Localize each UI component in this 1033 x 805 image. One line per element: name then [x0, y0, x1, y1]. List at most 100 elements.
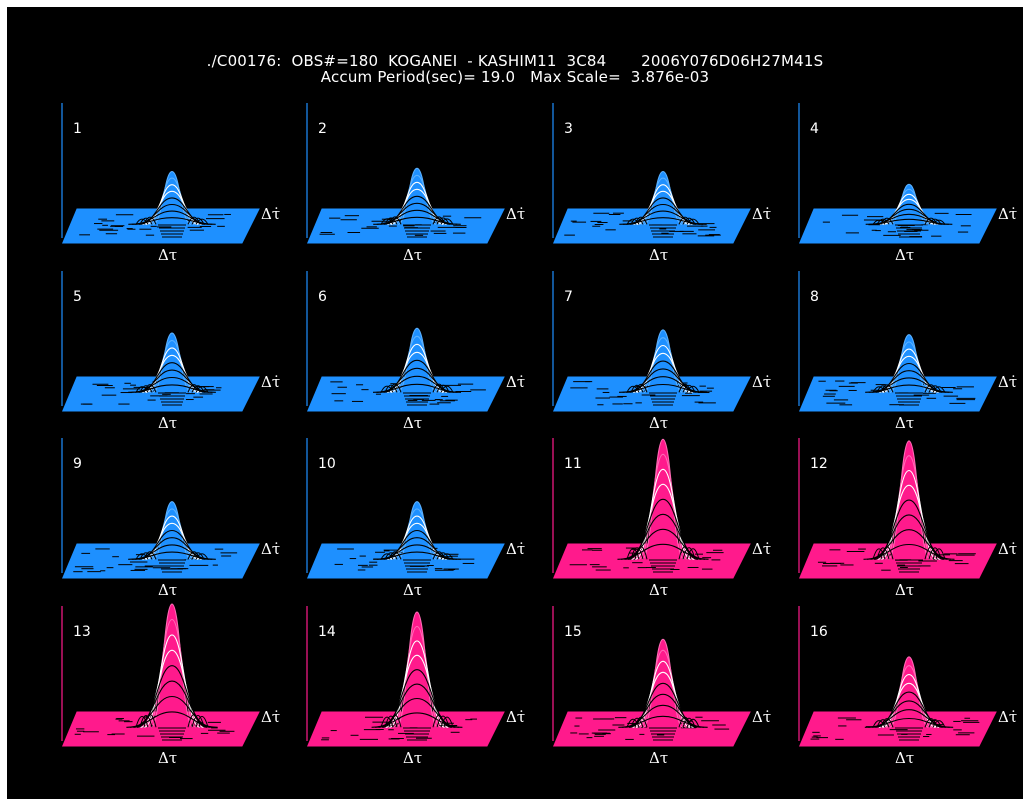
fringe-surface-panel: [61, 603, 260, 747]
panel-number: 9: [73, 456, 82, 472]
y-axis-label: Δτ̇: [261, 708, 281, 726]
x-axis-label: Δτ: [403, 246, 423, 264]
fringe-surface-panel: [306, 103, 505, 244]
peak-contour: [126, 711, 218, 728]
side-lobe: [139, 714, 153, 728]
side-lobe: [630, 217, 644, 225]
peak-contour: [640, 177, 686, 225]
side-lobe: [626, 218, 640, 225]
side-lobe: [872, 219, 886, 225]
side-lobe: [135, 386, 149, 393]
y-axis-label: Δτ̇: [998, 205, 1018, 223]
peak-contour: [128, 551, 216, 560]
side-lobe: [380, 218, 394, 225]
side-lobe: [924, 546, 938, 560]
y-axis-label: Δτ̇: [752, 708, 772, 726]
surface-plane: [552, 208, 751, 244]
x-axis-label: Δτ: [403, 414, 423, 432]
side-lobe: [682, 384, 696, 393]
side-lobe: [195, 218, 209, 225]
y-axis-label: Δτ̇: [506, 708, 526, 726]
peak-contour: [878, 682, 940, 728]
side-lobe: [682, 217, 696, 225]
side-lobe: [876, 547, 890, 560]
peak-contour: [390, 515, 444, 560]
peak-contour: [865, 218, 953, 225]
side-lobe: [380, 385, 394, 393]
panel-number: 8: [810, 289, 819, 305]
peak-contour: [866, 529, 952, 560]
side-lobe: [928, 218, 942, 225]
side-lobe: [630, 717, 644, 728]
side-lobe: [626, 718, 640, 728]
panel-number: 16: [810, 624, 828, 640]
side-lobe: [872, 548, 886, 560]
side-lobe: [932, 548, 946, 560]
side-lobe: [686, 548, 700, 560]
panel-number: 15: [564, 624, 582, 640]
side-lobe: [388, 216, 402, 225]
peak-contour: [636, 184, 690, 225]
side-lobe: [388, 714, 402, 728]
peak-contour: [147, 618, 197, 728]
y-axis-label: Δτ̇: [998, 373, 1018, 391]
peak-contour: [633, 352, 693, 393]
header-line-2: Accum Period(sec)= 19.0 Max Scale= 3.876…: [320, 68, 710, 86]
peak-contour: [877, 484, 941, 560]
side-lobe: [678, 383, 692, 393]
side-lobe: [686, 718, 700, 728]
side-lobe: [432, 714, 446, 728]
side-lobe: [432, 216, 446, 225]
side-lobe: [678, 546, 692, 560]
y-axis-label: Δτ̇: [506, 540, 526, 558]
surface-plane: [61, 543, 260, 579]
y-axis-label: Δτ̇: [506, 205, 526, 223]
x-axis-label: Δτ: [158, 749, 178, 767]
side-lobe: [139, 385, 153, 393]
side-lobe: [924, 384, 938, 393]
side-lobe: [384, 552, 398, 560]
side-lobe: [187, 384, 201, 393]
side-lobe: [139, 552, 153, 560]
peak-contour: [882, 348, 936, 393]
surface-plane: [552, 543, 751, 579]
side-lobe: [630, 547, 644, 560]
peak-contour: [393, 335, 441, 393]
side-lobe: [872, 720, 886, 728]
side-lobe: [630, 384, 644, 393]
side-lobe: [143, 384, 157, 393]
y-axis-label: Δτ̇: [752, 205, 772, 223]
side-lobe: [440, 553, 454, 560]
side-lobe: [928, 547, 942, 560]
peak-contour: [143, 634, 201, 728]
side-lobe: [388, 551, 402, 560]
fringe-surface-panel: [61, 271, 260, 412]
x-axis-label: Δτ: [158, 581, 178, 599]
peak-contour: [884, 455, 934, 560]
header-line-1: ./C00176: OBS#=180 KOGANEI - KASHIM11 3C…: [206, 52, 824, 70]
x-axis-label: Δτ: [649, 749, 669, 767]
peak-contour: [632, 671, 694, 728]
y-axis-label: Δτ̇: [261, 205, 281, 223]
side-lobe: [876, 385, 890, 393]
side-lobe: [143, 216, 157, 225]
panel-number: 5: [73, 289, 82, 305]
side-lobe: [880, 718, 894, 728]
peak-contour: [863, 543, 955, 560]
x-axis-label: Δτ: [895, 246, 915, 264]
peak-contour: [371, 712, 463, 728]
peak-contour: [635, 660, 691, 728]
fringe-surface-panel: [306, 271, 505, 412]
x-axis-label: Δτ: [895, 581, 915, 599]
peak-contour: [373, 216, 461, 225]
side-lobe: [686, 218, 700, 225]
fringe-surface-panel: [552, 271, 751, 412]
side-lobe: [143, 551, 157, 560]
y-axis-label: Δτ̇: [998, 708, 1018, 726]
y-axis-label: Δτ̇: [261, 373, 281, 391]
peak-contour: [618, 715, 708, 728]
side-lobe: [876, 719, 890, 728]
peak-contour: [373, 551, 461, 560]
peak-contour: [617, 543, 709, 560]
side-lobe: [682, 717, 696, 728]
